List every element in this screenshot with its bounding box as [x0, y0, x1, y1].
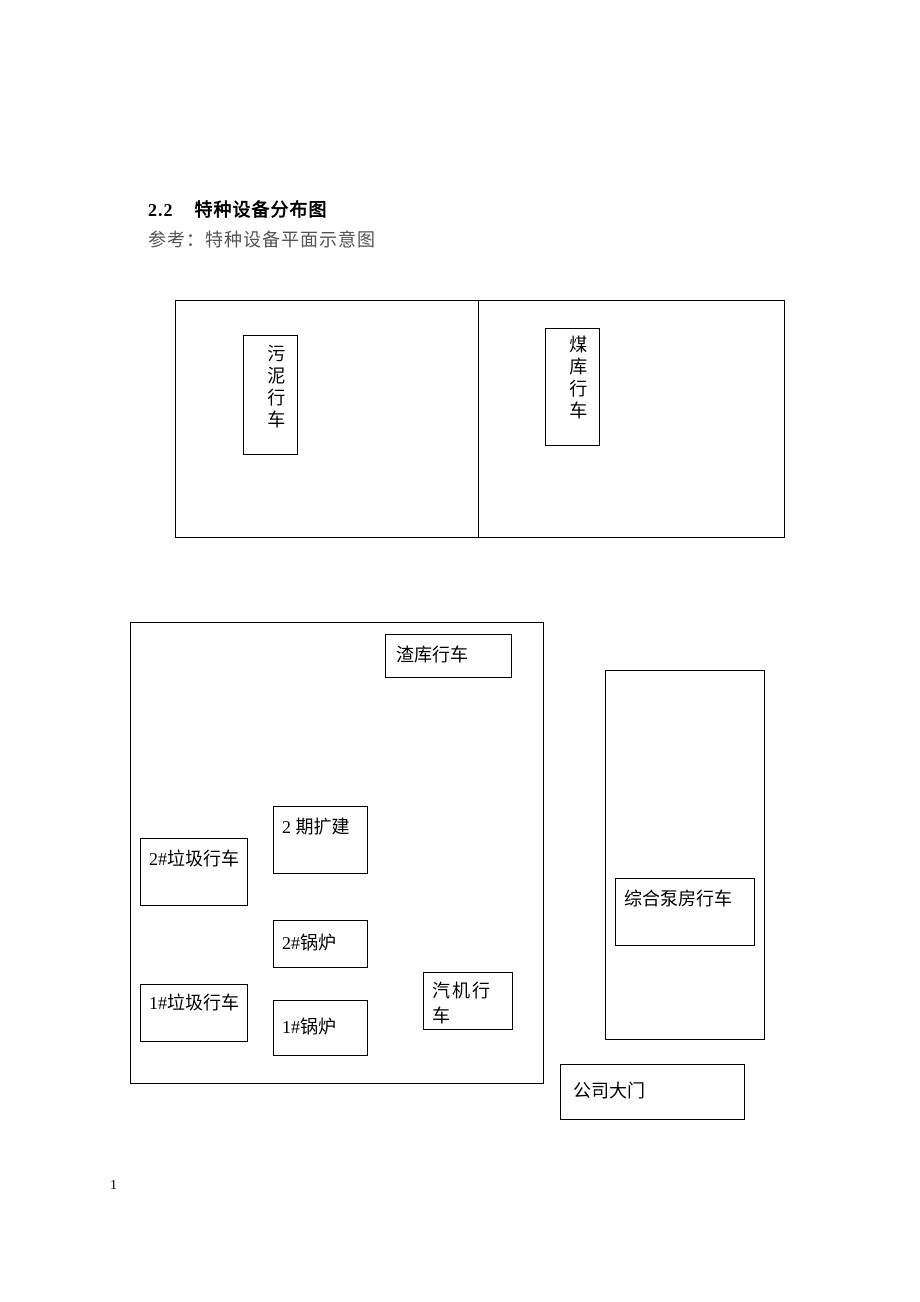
expansion-2-box: 2 期扩建 [273, 806, 368, 874]
boiler-2-box: 2#锅炉 [273, 920, 368, 968]
reference-line: 参考：特种设备平面示意图 [148, 226, 376, 252]
boiler-1-box: 1#锅炉 [273, 1000, 368, 1056]
turbine-crane-label: 汽机行车 [432, 979, 506, 1029]
page-number: 1 [110, 1178, 117, 1194]
upper-divider [478, 300, 479, 538]
trash-crane-2-label: 2#垃圾行车 [149, 847, 241, 872]
company-gate-label: 公司大门 [573, 1079, 645, 1104]
pump-outer-box [605, 670, 765, 1040]
sludge-crane-box: 污泥行车 [243, 335, 298, 455]
expansion-2-label: 2 期扩建 [282, 815, 350, 840]
section-heading: 2.2 特种设备分布图 [148, 196, 328, 222]
boiler-2-label: 2#锅炉 [282, 931, 336, 956]
trash-crane-1-box: 1#垃圾行车 [140, 984, 248, 1042]
pump-crane-box: 综合泵房行车 [615, 878, 755, 946]
coal-crane-label: 煤库行车 [564, 335, 589, 423]
pump-crane-label: 综合泵房行车 [624, 887, 748, 912]
slag-crane-box: 渣库行车 [385, 634, 512, 678]
sludge-crane-label: 污泥行车 [262, 344, 287, 432]
slag-crane-label: 渣库行车 [396, 643, 468, 668]
turbine-crane-box: 汽机行车 [423, 972, 513, 1030]
trash-crane-1-label: 1#垃圾行车 [149, 991, 241, 1016]
section-number: 2.2 [148, 200, 174, 220]
boiler-1-label: 1#锅炉 [282, 1015, 336, 1040]
trash-crane-2-box: 2#垃圾行车 [140, 838, 248, 906]
company-gate-box: 公司大门 [560, 1064, 745, 1120]
section-title: 特种设备分布图 [195, 200, 328, 220]
coal-crane-box: 煤库行车 [545, 328, 600, 446]
page: 2.2 特种设备分布图 参考：特种设备平面示意图 污泥行车 煤库行车 渣库行车 … [0, 0, 920, 1302]
